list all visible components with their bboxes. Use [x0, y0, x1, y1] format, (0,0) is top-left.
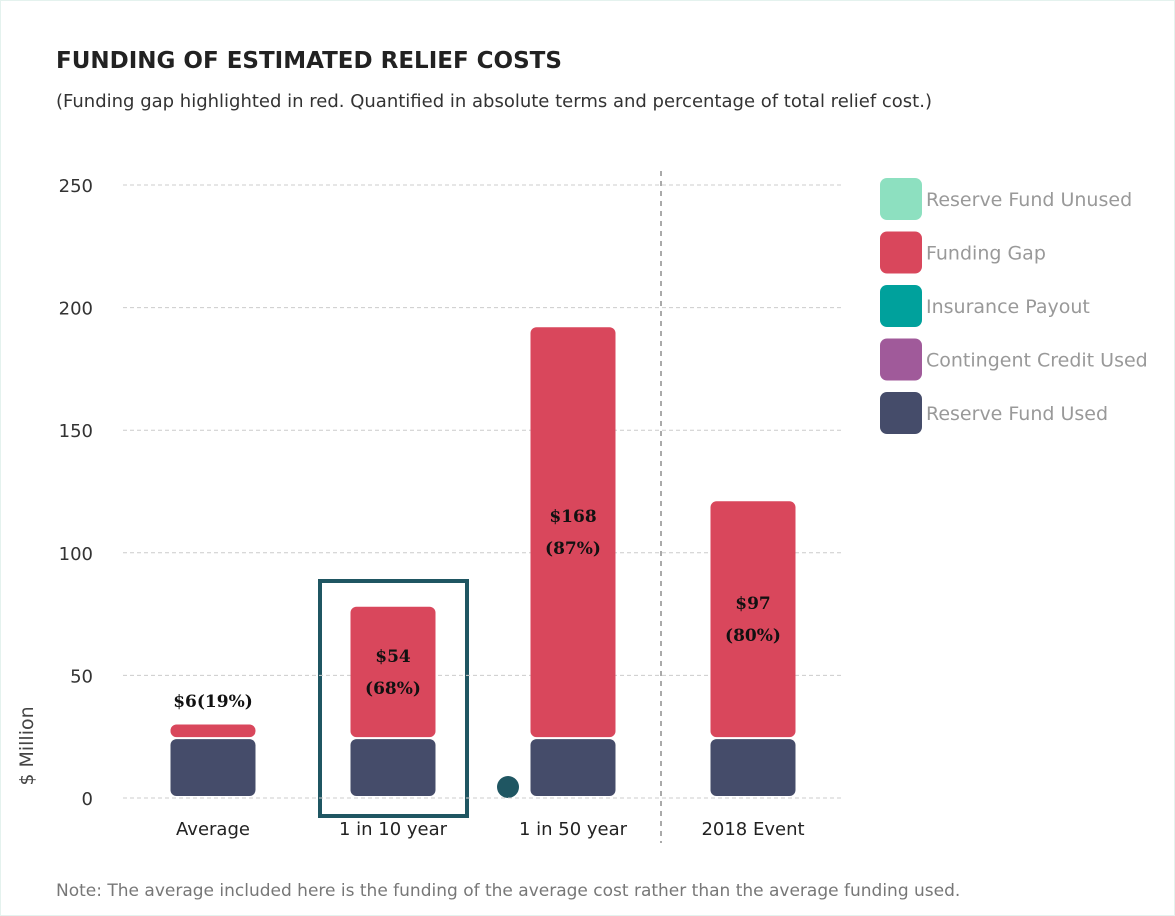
cursor-dot [497, 776, 519, 798]
bar-segment [530, 327, 616, 738]
legend-label: Contingent Credit Used [926, 350, 1148, 372]
x-tick-label: 1 in 10 year [339, 819, 448, 840]
y-tick-label: 50 [70, 666, 93, 687]
value-label: $97 (80%) [725, 594, 781, 647]
y-axis-label: $ Million [16, 706, 38, 785]
bar-segment [170, 739, 256, 796]
value-label: $168 (87%) [545, 507, 601, 560]
legend-label: Insurance Payout [926, 296, 1090, 318]
chart-subtitle: (Funding gap highlighted in red. Quantif… [56, 91, 932, 112]
bar-segment [170, 724, 256, 738]
x-tick-label: 1 in 50 year [519, 819, 628, 840]
legend-swatch [880, 338, 922, 381]
legend-label: Reserve Fund Unused [926, 189, 1132, 211]
legend-swatch [880, 178, 922, 220]
bar-segment [350, 606, 436, 738]
chart-title: FUNDING OF ESTIMATED RELIEF COSTS [56, 48, 562, 74]
legend-swatch [880, 231, 922, 274]
y-tick-label: 200 [59, 299, 93, 320]
value-label: $54 (68%) [365, 646, 421, 699]
bar-segment [710, 501, 796, 738]
legend-label: Funding Gap [926, 243, 1046, 265]
bar-segment [350, 739, 436, 796]
x-tick-label: 2018 Event [701, 819, 804, 840]
y-tick-label: 0 [82, 789, 93, 810]
y-tick-label: 150 [59, 421, 93, 442]
value-label: $6(19%) [173, 692, 253, 713]
y-tick-label: 250 [59, 176, 93, 197]
bar-segment [530, 739, 616, 796]
legend-label: Reserve Fund Used [926, 403, 1108, 425]
note: Note: The average included here is the f… [56, 881, 960, 901]
x-tick-label: Average [176, 819, 250, 840]
legend-swatch [880, 392, 922, 434]
y-tick-label: 100 [59, 544, 93, 565]
legend-swatch [880, 285, 922, 327]
highlight-box [318, 579, 469, 818]
bar-segment [710, 739, 796, 796]
